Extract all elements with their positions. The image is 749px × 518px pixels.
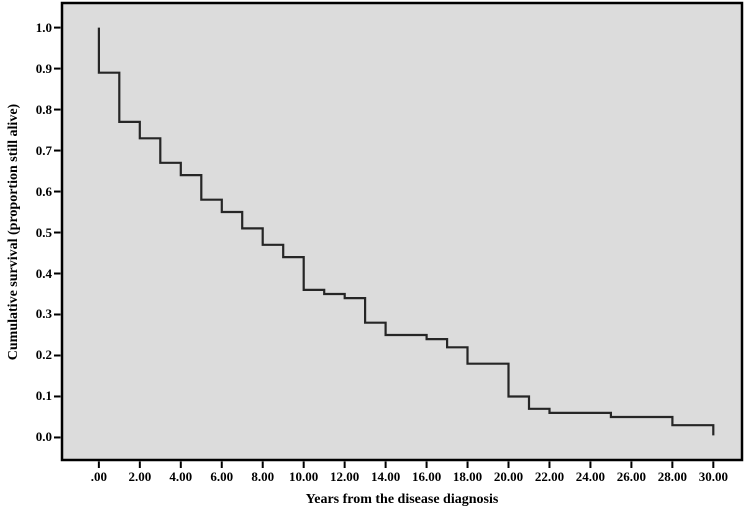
x-axis-title: Years from the disease diagnosis [305, 492, 499, 507]
x-tick-label: 30.00 [698, 469, 728, 484]
x-tick-label: 14.00 [370, 469, 401, 484]
x-tick-label: 16.00 [411, 469, 442, 484]
x-tick-label: .00 [90, 469, 107, 484]
x-tick-label: 20.00 [493, 469, 524, 484]
x-tick-label: 8.00 [251, 469, 275, 484]
plot-frame [60, 1, 744, 462]
x-tick-label: 4.00 [169, 469, 193, 484]
y-tick-label: 0.0 [35, 429, 52, 445]
y-tick-label: 0.1 [35, 388, 52, 404]
x-tick-label: 12.00 [330, 469, 360, 484]
x-tick-label: 22.00 [534, 469, 565, 484]
x-tick-label: 26.00 [616, 469, 647, 484]
y-tick-label: 0.2 [35, 347, 52, 363]
x-tick-label: 28.00 [657, 469, 687, 484]
y-tick-label: 0.8 [35, 101, 52, 117]
x-tick-label: 18.00 [452, 469, 483, 484]
x-tick-label: 10.00 [289, 469, 319, 484]
x-tick-label: 2.00 [128, 469, 152, 484]
y-tick-label: 0.9 [35, 60, 52, 76]
y-tick-label: 0.6 [35, 183, 52, 199]
y-tick-label: 0.4 [35, 265, 52, 281]
y-axis-title: Cumulative survival (proportion still al… [6, 103, 21, 361]
y-tick-label: 0.5 [35, 224, 52, 240]
y-tick-label: 0.7 [35, 142, 52, 158]
x-tick-label: 6.00 [210, 469, 234, 484]
survival-curve [97, 27, 715, 436]
x-tick-label: 24.00 [575, 469, 606, 484]
y-tick-label: 0.3 [35, 306, 52, 322]
y-tick-label: 1.0 [35, 19, 52, 35]
